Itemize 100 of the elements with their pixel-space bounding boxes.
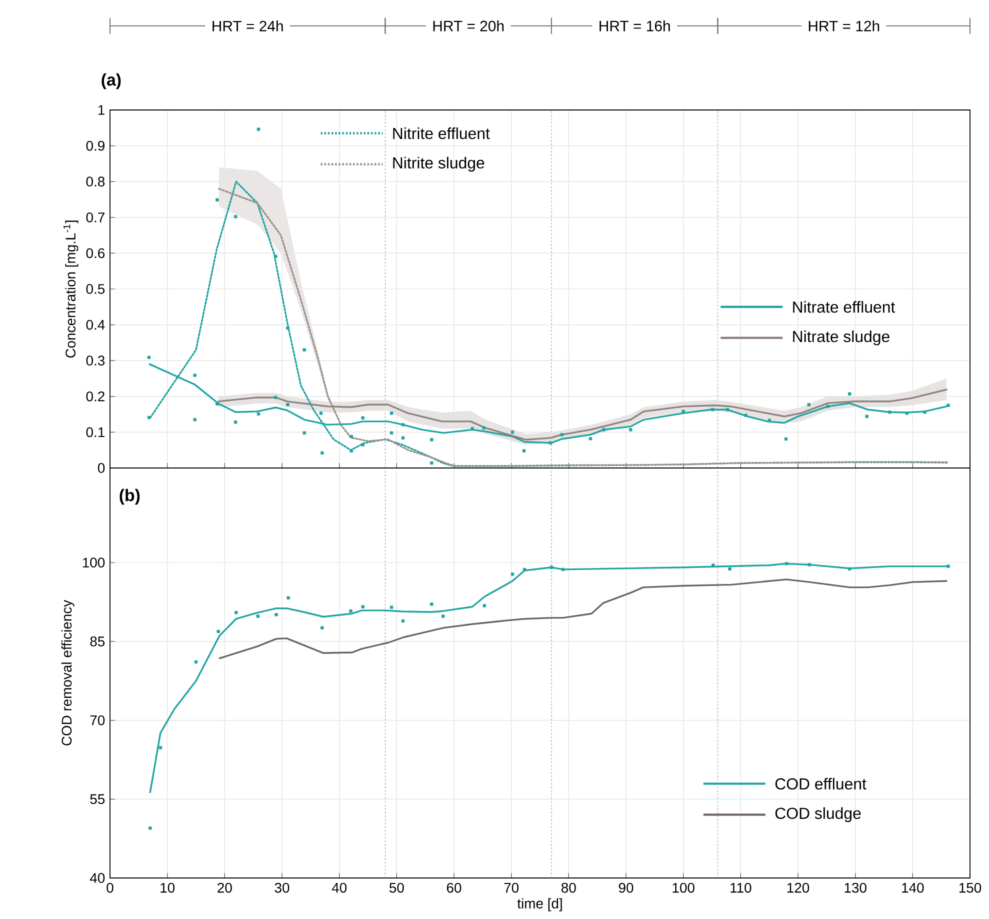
point xyxy=(286,403,290,406)
x-axis-title: time [d] xyxy=(517,898,562,912)
legend-label: Nitrate effluent xyxy=(793,301,896,313)
x-tick-label: 70 xyxy=(504,882,519,893)
x-tick-label: 120 xyxy=(787,882,810,893)
y-tick-label: 0.8 xyxy=(86,176,105,187)
point xyxy=(946,564,950,568)
legend-label: Nitrite sludge xyxy=(393,156,484,172)
point xyxy=(319,412,323,415)
point xyxy=(158,746,162,750)
point xyxy=(548,441,552,445)
point xyxy=(274,396,278,400)
line-series xyxy=(218,578,948,660)
point xyxy=(784,437,788,441)
point xyxy=(560,433,564,436)
point xyxy=(286,326,290,330)
point xyxy=(256,614,260,618)
y-tick-label: 0.3 xyxy=(86,356,105,366)
y-tick-label: 1 xyxy=(98,105,104,115)
point xyxy=(286,596,290,600)
point xyxy=(193,374,196,377)
point xyxy=(482,426,486,430)
point xyxy=(946,404,950,407)
y-tick-label: 0.9 xyxy=(86,140,104,151)
y-tick-label: 0.5 xyxy=(86,284,105,294)
point xyxy=(482,604,486,608)
chart-title: (a) xyxy=(102,73,121,90)
point xyxy=(147,416,151,420)
point xyxy=(826,404,830,408)
point xyxy=(629,428,632,432)
y-tick-label: 85 xyxy=(90,636,105,646)
point xyxy=(888,410,892,414)
y-tick-label: 55 xyxy=(90,794,105,804)
point xyxy=(401,619,405,623)
x-tick-label: 150 xyxy=(959,882,982,893)
point xyxy=(361,605,364,608)
y-tick-label: 0.1 xyxy=(86,427,104,438)
point xyxy=(234,215,238,218)
point xyxy=(807,403,810,406)
text: HRT = 16h xyxy=(600,20,670,32)
point xyxy=(361,416,364,420)
point xyxy=(848,567,852,571)
x-tick-label: 140 xyxy=(902,882,924,893)
point xyxy=(430,461,434,465)
point xyxy=(522,449,526,452)
point xyxy=(728,567,732,571)
y-tick-label: 0 xyxy=(98,463,105,473)
point xyxy=(808,563,812,566)
point xyxy=(302,431,306,435)
point xyxy=(361,443,364,446)
x-tick-label: 40 xyxy=(332,882,347,893)
point xyxy=(147,356,151,359)
point xyxy=(390,431,394,435)
x-tick-label: 50 xyxy=(389,882,404,893)
point xyxy=(710,408,714,412)
point xyxy=(923,410,926,414)
point xyxy=(234,610,238,614)
point xyxy=(256,128,260,131)
point xyxy=(350,449,353,452)
y-tick-label: 0.4 xyxy=(86,320,105,330)
point xyxy=(216,630,220,634)
x-tick-label: 30 xyxy=(274,882,290,893)
point xyxy=(401,436,405,440)
point xyxy=(274,254,278,258)
point xyxy=(784,562,788,566)
point xyxy=(234,420,238,424)
legend-label: Nitrite effluent xyxy=(393,127,490,140)
x-tick-label: 0 xyxy=(106,882,114,893)
point xyxy=(726,408,730,412)
point xyxy=(216,402,219,406)
x-tick-label: 100 xyxy=(672,882,694,893)
point xyxy=(216,198,219,202)
point xyxy=(390,412,394,415)
point xyxy=(905,412,909,415)
point xyxy=(430,602,434,606)
point xyxy=(193,418,196,422)
x-tick-label: 130 xyxy=(844,882,866,893)
point xyxy=(320,451,324,455)
point xyxy=(390,606,394,609)
point xyxy=(510,430,514,434)
point xyxy=(588,437,592,440)
point xyxy=(349,609,352,613)
x-tick-label: 90 xyxy=(618,882,634,893)
y-tick-label: 0.7 xyxy=(86,212,104,222)
point xyxy=(256,412,260,416)
point xyxy=(442,614,445,618)
point xyxy=(848,392,852,396)
point xyxy=(510,572,514,576)
x-tick-label: 60 xyxy=(446,882,462,893)
y-axis-title: COD removal efficiency xyxy=(61,600,74,746)
legend-label: COD effluent xyxy=(775,778,866,790)
legend-label: Nitrate sludge xyxy=(793,330,890,346)
point xyxy=(350,434,353,438)
point xyxy=(194,660,198,664)
point xyxy=(865,414,868,418)
x-tick-label: 10 xyxy=(160,882,175,893)
point xyxy=(148,826,152,830)
point xyxy=(602,428,606,432)
text: (b) xyxy=(120,488,140,505)
y-tick-label: 0.2 xyxy=(86,391,104,402)
